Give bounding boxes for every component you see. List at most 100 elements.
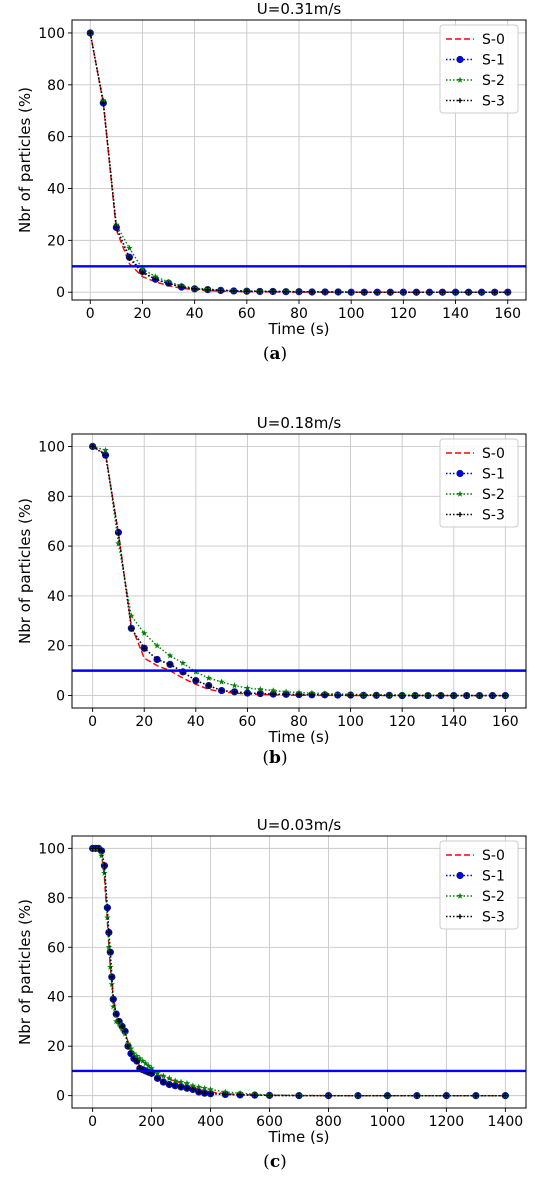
legend-marker [456, 892, 464, 899]
chart-title: U=0.18m/s [257, 414, 342, 432]
data-point [196, 1089, 202, 1095]
axes-frame [71, 835, 527, 1109]
data-point [237, 1092, 243, 1098]
legend-box [439, 840, 519, 930]
data-point [119, 1023, 125, 1029]
data-point [451, 693, 457, 699]
data-point [110, 996, 116, 1002]
data-point [373, 692, 379, 698]
data-point [244, 288, 250, 294]
x-tick-label: 120 [389, 714, 416, 730]
x-tick-label: 120 [390, 306, 417, 322]
data-point [178, 1084, 184, 1090]
data-point [479, 289, 485, 295]
x-tick-label: 200 [138, 1114, 165, 1130]
x-tick-label: 140 [442, 306, 469, 322]
data-point [244, 690, 250, 696]
y-tick-label: 20 [47, 233, 65, 249]
y-axis-label: Nbr of particles (%) [16, 498, 34, 644]
x-axis-label: Time (s) [268, 1128, 330, 1146]
legend-box [439, 438, 519, 528]
data-point [90, 443, 96, 449]
data-point [505, 289, 511, 295]
data-point [141, 645, 147, 651]
data-point [270, 288, 276, 294]
chart-title: U=0.31m/s [257, 0, 342, 18]
axes-frame [71, 19, 527, 301]
data-point [101, 863, 107, 869]
data-point [257, 685, 264, 693]
legend: S-0 S-1 S-2 S-3 [439, 438, 519, 528]
x-tick-label: 0 [86, 306, 95, 322]
data-point [108, 980, 116, 988]
x-tick-label: 100 [338, 306, 365, 322]
data-point [136, 1055, 144, 1062]
data-point [473, 1093, 479, 1099]
series-line [89, 32, 508, 293]
data-point [309, 692, 315, 698]
x-tick-label: 80 [290, 714, 308, 730]
data-point [466, 289, 472, 295]
data-point [128, 612, 135, 619]
x-tick-label: 600 [256, 1114, 283, 1130]
series-line [92, 847, 506, 1097]
y-tick-label: 20 [47, 639, 65, 655]
data-point [126, 256, 132, 262]
x-tick-label: 40 [187, 714, 205, 730]
data-point [232, 689, 238, 695]
data-point [477, 693, 483, 699]
series-line [92, 445, 506, 697]
data-point [322, 692, 328, 698]
data-point [201, 1084, 208, 1091]
data-point [110, 1003, 117, 1010]
data-point [384, 1093, 390, 1099]
grid [72, 434, 526, 708]
data-point [296, 692, 302, 698]
data-point [400, 289, 406, 295]
data-point [438, 693, 444, 699]
data-point [443, 1093, 449, 1099]
y-tick-label: 60 [47, 130, 65, 146]
legend-marker [457, 98, 463, 103]
caption-letter: b [269, 748, 281, 768]
data-point [126, 244, 133, 251]
data-point [222, 1088, 229, 1095]
legend-marker [456, 490, 464, 497]
data-point [166, 1082, 172, 1088]
y-tick-label: 100 [38, 26, 65, 42]
data-point [322, 289, 328, 295]
data-point [107, 949, 113, 955]
data-point [492, 289, 498, 295]
legend-marker [456, 871, 464, 880]
data-point [131, 1056, 137, 1062]
x-tick-label: 140 [440, 714, 467, 730]
data-point [183, 1079, 191, 1087]
data-point [374, 289, 380, 295]
data-point [244, 684, 251, 691]
data-point [205, 674, 212, 681]
data-point [133, 1052, 141, 1059]
data-point [348, 692, 354, 698]
caption-letter: a [269, 344, 281, 364]
legend-marker [456, 469, 464, 478]
legend-label: S-1 [482, 869, 505, 885]
x-axis-label: Time (s) [268, 320, 330, 338]
x-tick-label: 1200 [429, 1114, 465, 1130]
data-point [296, 289, 302, 295]
data-point [179, 284, 185, 290]
data-point [282, 688, 290, 695]
data-point [179, 659, 187, 666]
series-S-3 [90, 443, 508, 699]
data-point [360, 692, 366, 698]
figure-caption: (a) [262, 344, 288, 364]
data-point [139, 270, 145, 276]
data-point [166, 652, 174, 659]
data-point [125, 1043, 131, 1049]
y-tick-label: 80 [47, 891, 65, 907]
data-point [105, 943, 113, 951]
data-point [112, 1018, 120, 1025]
x-tick-label: 0 [88, 714, 97, 730]
data-point [207, 1086, 214, 1093]
data-point [98, 852, 105, 859]
